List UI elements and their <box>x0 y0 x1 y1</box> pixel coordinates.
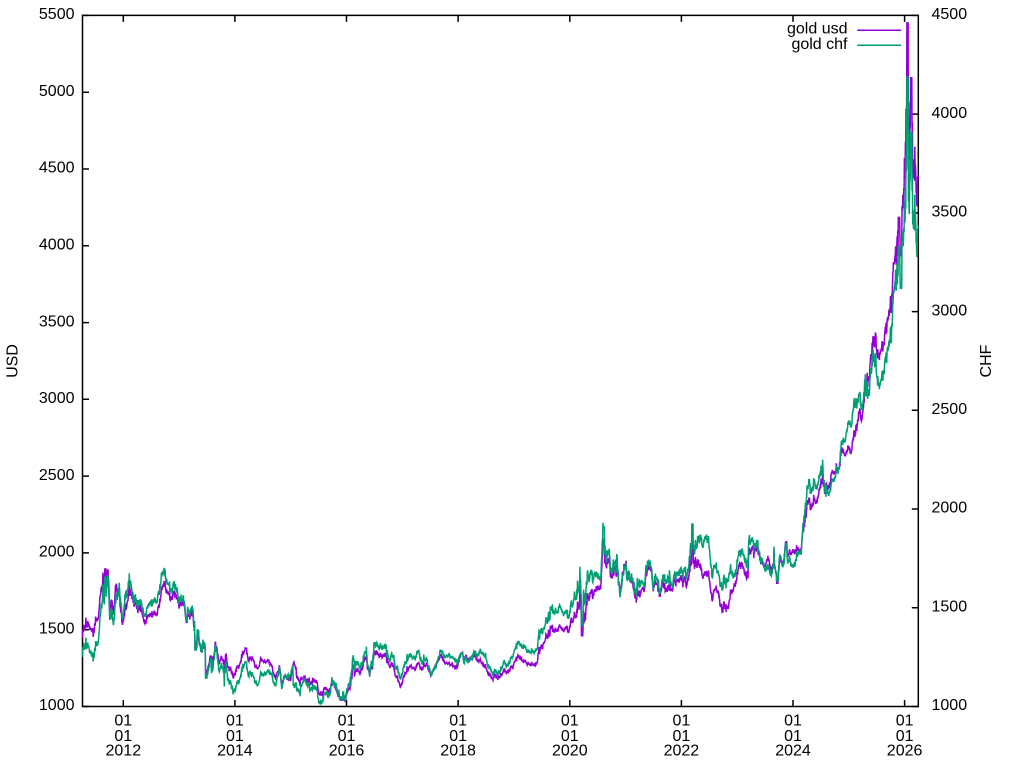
svg-text:1000: 1000 <box>39 697 75 714</box>
svg-text:2014: 2014 <box>217 743 253 760</box>
svg-text:2024: 2024 <box>775 743 811 760</box>
svg-text:gold chf: gold chf <box>791 36 848 53</box>
svg-text:01: 01 <box>673 728 691 745</box>
svg-text:2000: 2000 <box>932 500 968 517</box>
svg-text:4500: 4500 <box>932 6 968 23</box>
svg-text:4000: 4000 <box>39 237 75 254</box>
svg-text:2500: 2500 <box>932 401 968 418</box>
svg-text:5500: 5500 <box>39 6 75 23</box>
svg-text:4000: 4000 <box>932 105 968 122</box>
svg-text:2018: 2018 <box>440 743 476 760</box>
svg-text:01: 01 <box>896 713 914 730</box>
svg-text:01: 01 <box>673 713 691 730</box>
svg-text:4500: 4500 <box>39 160 75 177</box>
svg-text:01: 01 <box>561 713 579 730</box>
svg-text:01: 01 <box>226 713 244 730</box>
svg-text:01: 01 <box>449 713 467 730</box>
svg-text:01: 01 <box>449 728 467 745</box>
svg-text:1000: 1000 <box>932 697 968 714</box>
svg-text:5000: 5000 <box>39 83 75 100</box>
svg-text:01: 01 <box>784 728 802 745</box>
svg-text:01: 01 <box>226 728 244 745</box>
svg-text:3000: 3000 <box>932 302 968 319</box>
svg-text:01: 01 <box>114 728 132 745</box>
svg-text:1500: 1500 <box>39 620 75 637</box>
svg-text:01: 01 <box>784 713 802 730</box>
svg-text:01: 01 <box>561 728 579 745</box>
svg-text:2026: 2026 <box>887 743 923 760</box>
svg-text:2020: 2020 <box>552 743 588 760</box>
svg-text:2016: 2016 <box>329 743 365 760</box>
svg-text:01: 01 <box>338 728 356 745</box>
svg-text:CHF: CHF <box>978 344 995 377</box>
svg-text:3000: 3000 <box>39 390 75 407</box>
svg-text:2022: 2022 <box>664 743 700 760</box>
svg-text:2500: 2500 <box>39 467 75 484</box>
svg-text:2012: 2012 <box>106 743 142 760</box>
svg-text:01: 01 <box>114 713 132 730</box>
svg-text:2000: 2000 <box>39 544 75 561</box>
svg-text:USD: USD <box>4 344 21 378</box>
svg-text:01: 01 <box>896 728 914 745</box>
svg-text:3500: 3500 <box>932 204 968 221</box>
svg-text:01: 01 <box>338 713 356 730</box>
svg-text:1500: 1500 <box>932 599 968 616</box>
svg-text:gold usd: gold usd <box>787 20 848 37</box>
svg-text:3500: 3500 <box>39 313 75 330</box>
